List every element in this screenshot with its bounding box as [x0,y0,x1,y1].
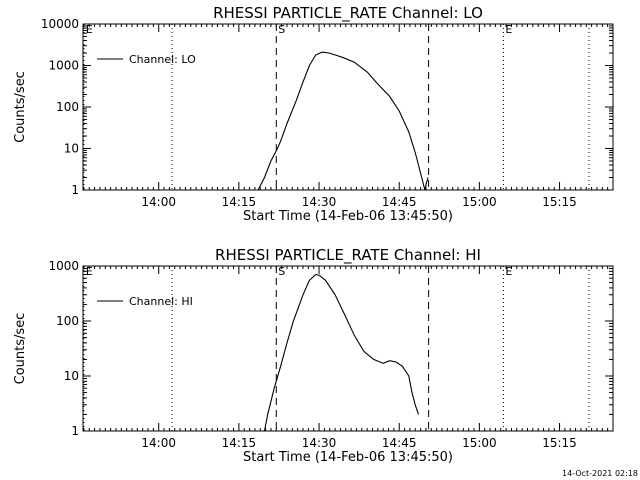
legend-label: Channel: HI [129,295,193,308]
chart-title: RHESSI PARTICLE_RATE Channel: HI [215,246,481,265]
timestamp-label: 14-Oct-2021 02:18 [562,469,638,478]
y-tick-label: 10000 [41,17,79,31]
x-tick-label: 14:45 [382,195,417,209]
y-tick-label: 1 [71,183,79,197]
y-tick-label: 100 [56,314,79,328]
plot-frame [82,23,614,191]
y-tick-label: 10 [64,142,79,156]
chart-title: RHESSI PARTICLE_RATE Channel: LO [213,4,483,23]
x-tick-label: 14:30 [302,195,337,209]
x-tick-label: 15:15 [542,195,577,209]
y-axis-label: Counts/sec [13,313,28,385]
x-tick-label: 14:00 [141,195,176,209]
x-tick-label: 14:30 [302,436,337,450]
marker-label: E [505,265,512,278]
marker-label: E [86,23,93,36]
x-tick-label: 15:00 [462,195,497,209]
y-tick-label: 1000 [48,259,79,273]
x-tick-label: 14:15 [222,436,257,450]
x-tick-label: 14:15 [222,195,257,209]
x-tick-label: 15:15 [542,436,577,450]
y-tick-label: 100 [56,100,79,114]
x-tick-label: 14:45 [382,436,417,450]
panel-lo: RHESSI PARTICLE_RATE Channel: LO 1 10 100 10… [13,4,614,224]
y-tick-label: 1 [71,424,79,438]
marker-label: E [86,265,93,278]
marker-label: S [278,265,285,278]
x-axis-label: Start Time (14-Feb-06 13:45:50) [243,209,453,224]
y-axis-label: Counts/sec [13,71,28,143]
y-tick-label: 10 [64,369,79,383]
x-tick-label: 14:00 [141,436,176,450]
y-tick-label: 1000 [48,59,79,73]
x-tick-label: 15:00 [462,436,497,450]
series-line-channel-lo [257,51,429,191]
series-line-channel-hi [263,273,420,432]
x-axis-label: Start Time (14-Feb-06 13:45:50) [243,450,453,465]
marker-label: S [278,23,285,36]
marker-label: E [505,23,512,36]
legend-label: Channel: LO [129,53,196,66]
panel-hi: RHESSI PARTICLE_RATE Channel: HI 1 10 100 10… [13,246,614,465]
plot-frame [82,265,614,432]
